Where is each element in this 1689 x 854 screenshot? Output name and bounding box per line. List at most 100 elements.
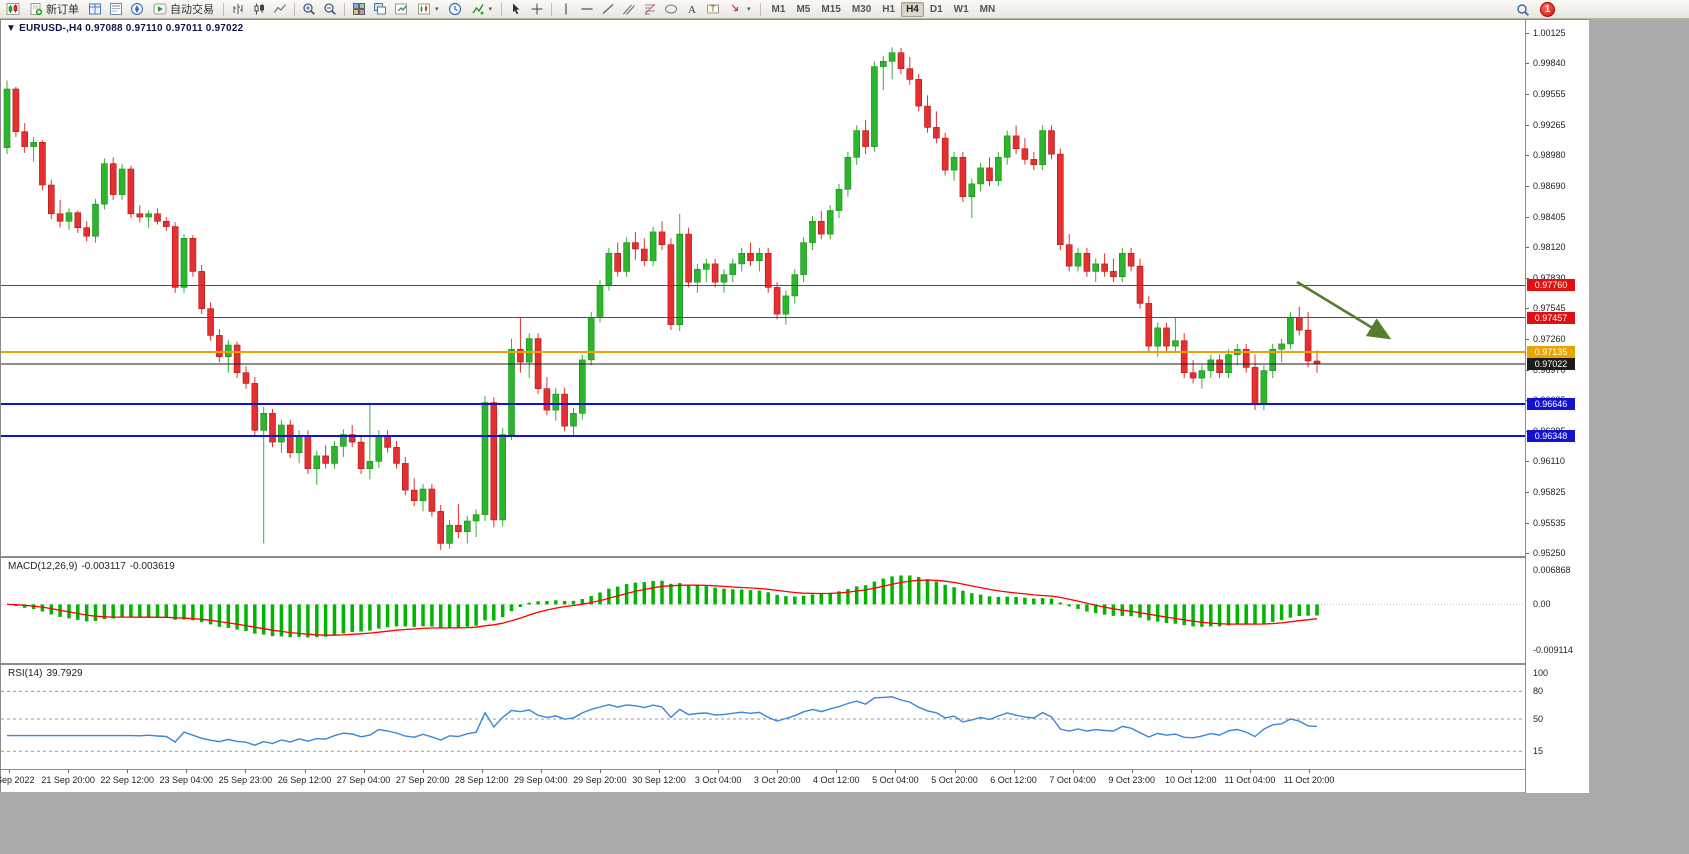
rsi-axis-label: 100 [1533,668,1549,678]
text-label-button[interactable]: T [703,1,723,18]
svg-text:T: T [711,5,716,14]
timeframe-button-h4[interactable]: H4 [901,1,924,17]
candle [1207,354,1215,379]
candle [145,210,152,228]
candle [694,263,701,293]
candle [1242,343,1250,373]
candle [384,430,391,453]
autotrading-button[interactable]: 自动交易 [148,1,219,18]
candle [198,265,205,315]
toolbar-separator [294,2,295,16]
candle [897,47,905,75]
candle [331,441,338,469]
timeframe-button-m30[interactable]: M30 [851,3,872,15]
cascade-windows-button[interactable] [370,1,390,18]
candle [685,227,692,288]
panel-separator[interactable] [1,556,1589,558]
bar-chart-button[interactable] [228,1,248,18]
candle [632,231,639,260]
notification-badge[interactable]: 1 [1540,2,1555,17]
history-center-button[interactable] [445,1,465,18]
market-watch-button[interactable] [85,1,105,18]
time-axis-label: 22 Sep 12:00 [100,775,154,785]
new-chart-button[interactable] [3,1,23,18]
timeframe-button-h1[interactable]: H1 [882,3,896,15]
candle [39,140,46,191]
time-axis-label: 5 Oct 04:00 [872,775,919,785]
timeframe-button-m5[interactable]: M5 [796,3,811,15]
timeframe-button-m15[interactable]: M15 [821,3,841,15]
shapes-button[interactable] [661,1,681,18]
line-chart-button[interactable] [270,1,290,18]
time-axis-label: 29 Sep 04:00 [514,775,568,785]
equidistant-channel-button[interactable] [619,1,639,18]
price-axis-tick [1526,553,1529,554]
search-icon[interactable] [1513,1,1533,18]
trendline-button[interactable] [598,1,618,18]
vertical-line-button[interactable] [556,1,576,18]
tile-windows-button[interactable] [349,1,369,18]
macd-indicator-panel[interactable] [1,558,1525,663]
time-axis-label: 9 Oct 23:00 [1108,775,1155,785]
symbol-collapse-icon[interactable]: ▼ [6,23,17,34]
rsi-indicator-panel[interactable] [1,665,1525,769]
indicators-button[interactable]: ▾ [466,1,498,18]
cursor-button[interactable] [506,1,526,18]
price-axis-tick [1526,461,1529,463]
candle [844,151,852,197]
panel-separator[interactable] [1,663,1589,665]
candle [225,339,232,373]
text-button[interactable]: A [682,1,702,18]
timeframe-button-w1[interactable]: W1 [953,3,969,15]
candle [950,151,958,181]
time-axis-tick [186,770,188,773]
candle [756,247,763,272]
time-axis[interactable]: 21 Sep 2022 21 Sep 20:00 22 Sep 12:00 23 Se… [0,770,1525,792]
candle [747,242,754,267]
candle [154,208,161,225]
candle [269,409,276,448]
time-axis-tick [1131,770,1133,773]
candle [1278,338,1285,363]
data-window-button[interactable] [106,1,126,18]
navigator-button[interactable] [127,1,147,18]
candle [21,123,29,153]
time-axis-label: 23 Sep 04:00 [159,775,214,785]
candle [56,199,64,228]
arrows-button[interactable]: ▾ [724,1,756,18]
zoom-out-button[interactable] [320,1,340,18]
time-axis-label: 11 Oct 20:00 [1283,775,1335,785]
candle [1092,258,1099,283]
trend-arrow-annotation[interactable] [1296,280,1392,340]
charts-dropdown-button[interactable]: ▾ [412,1,444,18]
time-axis-label: 21 Sep 2022 [0,775,35,785]
price-chart-plot[interactable] [1,20,1525,556]
horizontal-line-button[interactable] [577,1,597,18]
time-axis-tick [363,770,365,773]
time-axis-tick [718,770,720,773]
timeframe-button-mn[interactable]: MN [979,3,996,15]
candle [773,282,781,320]
auto-arrange-button[interactable] [391,1,411,18]
fibonacci-button[interactable] [640,1,660,18]
candlestick-chart-button[interactable] [249,1,269,18]
candle [490,397,498,528]
price-axis[interactable]: 1.00125 0.99840 0.99555 0.99265 0.98980 0.986… [1525,20,1589,793]
timeframe-button-m1[interactable]: M1 [771,3,786,15]
candle [764,247,772,293]
zoom-in-button[interactable] [299,1,319,18]
new-order-button[interactable]: 新订单 [24,1,84,18]
price-level-tag-0.96646: 0.96646 [1527,398,1575,411]
candle [1313,350,1321,373]
price-axis-label: 0.95825 [1533,486,1566,497]
crosshair-button[interactable] [527,1,547,18]
candle [12,86,20,137]
time-axis-tick [540,770,542,773]
candle [986,157,993,187]
timeframe-button-d1[interactable]: D1 [929,3,943,15]
price-axis-label: 0.95250 [1533,548,1566,558]
candle [667,238,675,331]
candle [1234,343,1241,366]
svg-text:A: A [688,4,696,16]
candle [1119,247,1126,283]
